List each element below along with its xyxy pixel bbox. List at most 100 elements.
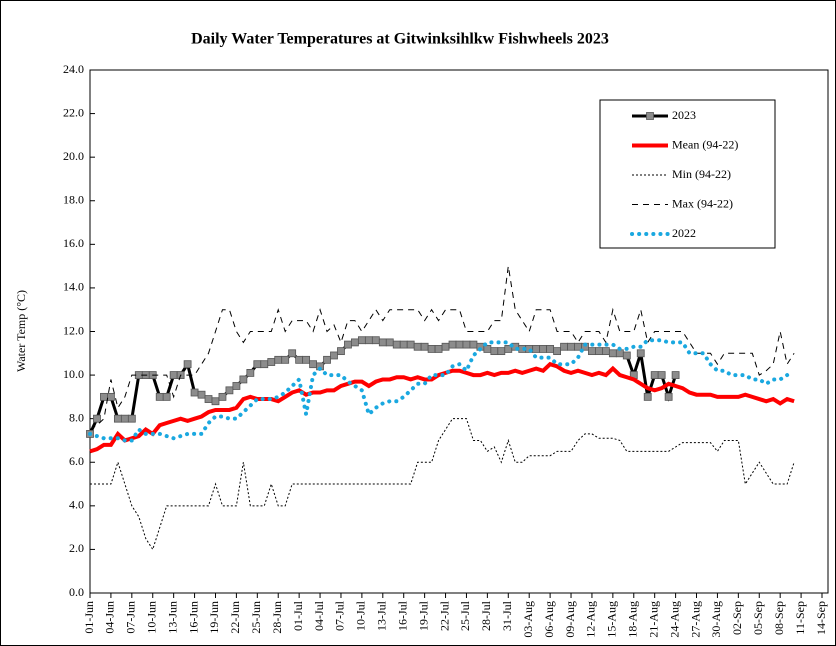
- data-point: [636, 349, 645, 358]
- data-point: [622, 351, 631, 360]
- legend-marker: [646, 112, 654, 120]
- x-tick-label: 13-Jun: [165, 601, 179, 634]
- data-point: [302, 355, 311, 364]
- chart-title: Daily Water Temperatures at Gitwinksihlk…: [191, 31, 609, 48]
- x-tick-label: 05-Sep: [751, 601, 765, 635]
- x-tick-label: 09-Aug: [563, 601, 577, 638]
- x-tick-label: 25-Jul: [458, 600, 472, 631]
- x-tick-label: 19-Jun: [207, 601, 221, 634]
- x-tick-label: 16-Jul: [395, 600, 409, 631]
- data-point: [595, 347, 603, 356]
- x-tick-label: 24-Aug: [667, 601, 681, 638]
- data-point: [553, 347, 561, 356]
- data-point: [392, 340, 401, 349]
- data-point: [427, 345, 436, 353]
- x-tick-label: 14-Sep: [814, 601, 828, 635]
- y-tick-label: 24.0: [63, 62, 84, 76]
- data-point: [100, 392, 108, 401]
- x-tick-label: 01-Jun: [82, 601, 96, 634]
- x-tick-label: 25-Jun: [249, 601, 263, 634]
- y-tick-label: 22.0: [63, 105, 84, 119]
- y-tick-label: 12.0: [63, 323, 84, 337]
- data-point: [560, 342, 568, 351]
- data-point: [615, 349, 624, 358]
- x-tick-label: 01-Jul: [291, 600, 305, 631]
- x-tick-label: 21-Aug: [646, 601, 660, 638]
- x-tick-label: 16-Jun: [186, 601, 200, 634]
- y-tick-label: 16.0: [63, 236, 84, 250]
- data-point: [260, 360, 269, 369]
- data-point: [344, 340, 352, 349]
- data-point: [567, 342, 575, 351]
- y-tick-label: 2.0: [69, 541, 84, 555]
- data-point: [378, 338, 387, 347]
- y-tick-label: 20.0: [63, 149, 84, 163]
- data-point: [420, 342, 429, 351]
- y-tick-label: 14.0: [63, 280, 84, 294]
- x-tick-label: 06-Aug: [542, 601, 556, 638]
- data-point: [288, 349, 297, 358]
- data-point: [155, 392, 164, 401]
- series-line: [90, 418, 795, 551]
- data-point: [162, 392, 171, 401]
- y-tick-label: 8.0: [69, 410, 84, 424]
- data-point: [113, 414, 122, 423]
- data-point: [371, 336, 380, 345]
- data-point: [364, 336, 373, 345]
- data-point: [246, 369, 255, 377]
- x-tick-label: 08-Sep: [772, 601, 786, 635]
- legend-label: Mean (94-22): [672, 137, 738, 151]
- data-point: [309, 360, 317, 369]
- data-point: [93, 414, 101, 423]
- data-point: [225, 386, 234, 395]
- x-tick-label: 22-Jul: [437, 600, 451, 631]
- data-point: [588, 347, 596, 356]
- data-point: [469, 340, 478, 349]
- data-point: [532, 345, 541, 353]
- x-tick-label: 28-Jun: [270, 601, 284, 634]
- data-point: [337, 347, 345, 356]
- y-tick-label: 4.0: [69, 498, 84, 512]
- data-point: [490, 347, 499, 356]
- data-point: [664, 392, 673, 401]
- data-point: [218, 392, 227, 401]
- y-tick-label: 0.0: [69, 585, 84, 599]
- data-point: [657, 371, 666, 379]
- x-tick-label: 04-Jul: [312, 600, 326, 631]
- y-tick-label: 10.0: [63, 367, 84, 381]
- y-tick-label: 18.0: [63, 193, 84, 207]
- series-line: [89, 266, 795, 430]
- x-tick-label: 13-Jul: [375, 600, 389, 631]
- data-point: [434, 345, 443, 353]
- data-point: [455, 340, 464, 349]
- data-point: [190, 388, 199, 397]
- y-axis-label: Water Temp (°C): [14, 290, 28, 372]
- x-tick-label: 02-Sep: [730, 601, 744, 635]
- data-point: [211, 397, 220, 406]
- data-point: [539, 345, 548, 353]
- series-line: [88, 338, 790, 443]
- data-point: [330, 351, 338, 360]
- x-tick-label: 31-Jul: [500, 600, 514, 631]
- x-tick-label: 10-Jun: [144, 601, 158, 634]
- data-point: [406, 340, 415, 349]
- data-point: [601, 347, 610, 356]
- data-point: [546, 345, 555, 353]
- legend-label: Min (94-22): [672, 167, 731, 181]
- x-tick-label: 18-Aug: [626, 601, 640, 638]
- x-tick-label: 10-Jul: [354, 600, 368, 631]
- data-point: [127, 414, 136, 423]
- data-point: [281, 355, 290, 364]
- data-point: [497, 347, 506, 356]
- data-point: [204, 395, 213, 403]
- x-tick-label: 04-Jun: [103, 601, 117, 634]
- data-point: [441, 342, 450, 351]
- data-point: [413, 342, 422, 351]
- x-tick-label: 12-Aug: [584, 601, 598, 638]
- data-point: [448, 340, 457, 349]
- x-tick-label: 03-Aug: [521, 601, 535, 638]
- legend-label: 2022: [672, 226, 696, 240]
- x-tick-label: 27-Aug: [688, 601, 702, 638]
